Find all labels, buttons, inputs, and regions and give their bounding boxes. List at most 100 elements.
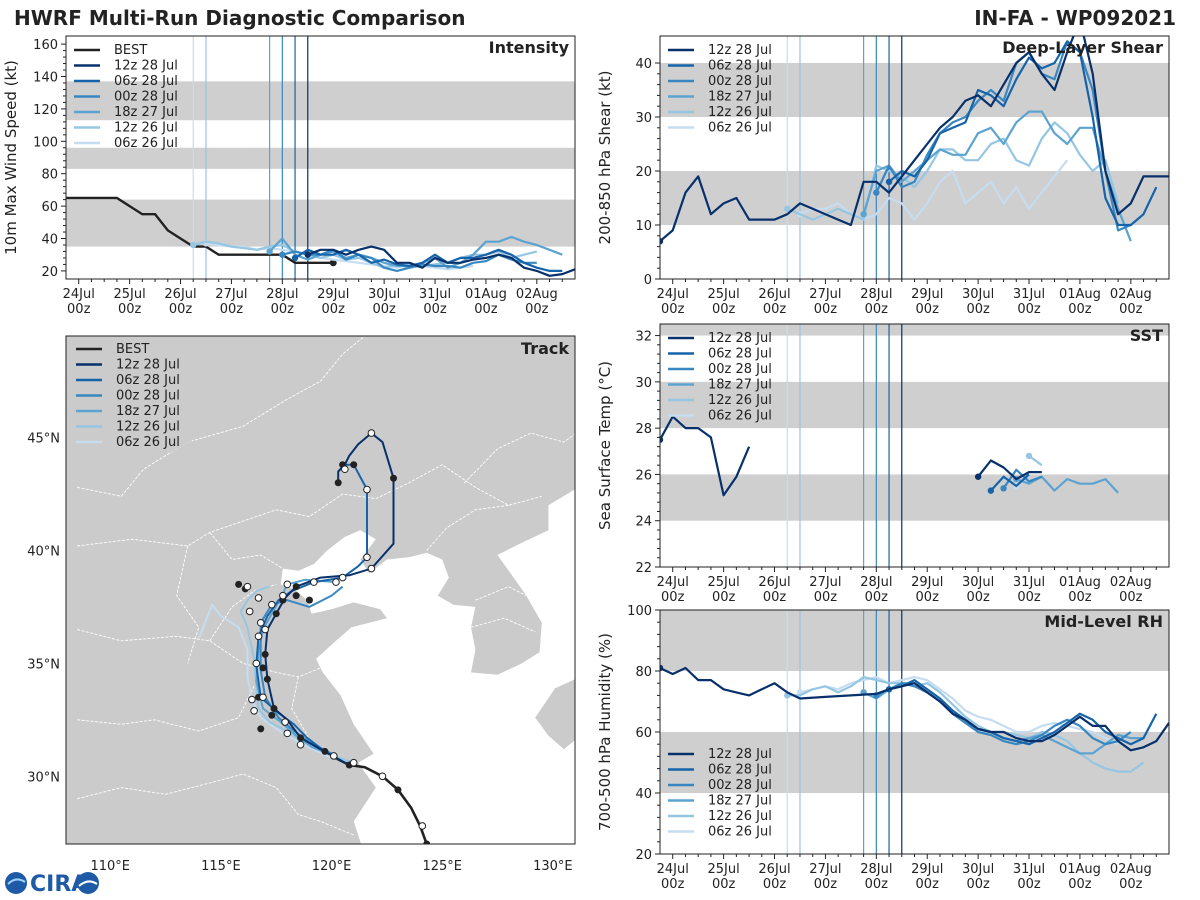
x-tick-hour: 00z bbox=[916, 302, 940, 317]
legend-label: 06z 26 Jul bbox=[708, 825, 772, 840]
series-group bbox=[660, 664, 1169, 773]
y-tick-label: 40 bbox=[41, 233, 58, 248]
y-tick-label: 24 bbox=[635, 515, 652, 530]
legend-label: 18z 27 Jul bbox=[708, 90, 772, 105]
x-tick-hour: 00z bbox=[661, 302, 685, 317]
storm-id: IN-FA - WP092021 bbox=[974, 6, 1176, 30]
legend-label: 12z 28 Jul bbox=[114, 59, 178, 74]
lon-tick-label: 120°E bbox=[312, 859, 352, 874]
track-marker-open bbox=[296, 740, 305, 749]
x-tick-day: 28Jul bbox=[860, 287, 892, 302]
rh-panel: 2040608010024Jul00z25Jul00z26Jul00z27Jul… bbox=[596, 604, 1170, 892]
track-line bbox=[264, 432, 395, 766]
x-tick-hour: 00z bbox=[1068, 302, 1092, 317]
y-tick-label: 20 bbox=[635, 165, 652, 180]
x-tick-day: 31Jul bbox=[1013, 862, 1045, 877]
x-tick-hour: 00z bbox=[220, 302, 244, 317]
province-border-9 bbox=[475, 586, 527, 601]
track-marker-open bbox=[367, 429, 376, 437]
x-tick-day: 02Aug bbox=[1110, 575, 1152, 590]
y-axis-label: 10m Max Wind Speed (kt) bbox=[2, 60, 20, 255]
legend-label: 06z 28 Jul bbox=[708, 347, 772, 362]
x-tick-hour: 00z bbox=[474, 302, 498, 317]
track-marker-filled bbox=[394, 786, 402, 794]
x-tick-day: 25Jul bbox=[708, 575, 740, 590]
x-tick-day: 24Jul bbox=[657, 287, 689, 302]
track-marker-filled bbox=[259, 664, 267, 672]
x-tick-hour: 00z bbox=[169, 302, 193, 317]
track-marker-filled bbox=[321, 747, 329, 755]
track-marker-open bbox=[268, 600, 276, 609]
x-tick-day: 30Jul bbox=[368, 287, 400, 302]
x-tick-hour: 00z bbox=[763, 877, 787, 892]
track-marker-filled bbox=[270, 705, 278, 713]
cira-logo: CIRA bbox=[5, 872, 99, 897]
y-tick-label: 100 bbox=[33, 135, 58, 150]
track-marker-open bbox=[259, 693, 267, 702]
y-tick-label: 100 bbox=[627, 604, 652, 619]
x-tick-hour: 00z bbox=[916, 877, 940, 892]
y-tick-label: 40 bbox=[635, 57, 652, 72]
legend-label: 06z 28 Jul bbox=[708, 59, 772, 74]
y-axis-label: Sea Surface Temp (°C) bbox=[596, 361, 614, 530]
x-tick-hour: 00z bbox=[814, 590, 838, 605]
x-tick-hour: 00z bbox=[1119, 590, 1143, 605]
province-border-0 bbox=[77, 336, 366, 497]
best-end-marker bbox=[329, 259, 337, 267]
province-border-11 bbox=[291, 676, 332, 755]
series-init-marker bbox=[266, 248, 273, 255]
track-panel: 110°E 115°E 120°E 125°E 130°E 30°N 35°N 40°N 45°… bbox=[27, 335, 576, 874]
track-marker-open bbox=[349, 758, 358, 767]
lat-tick-label: 40°N bbox=[27, 544, 60, 559]
x-tick-hour: 00z bbox=[661, 877, 685, 892]
x-tick-day: 27Jul bbox=[809, 575, 841, 590]
x-tick-day: 26Jul bbox=[758, 575, 790, 590]
track-marker-filled bbox=[334, 479, 342, 487]
x-tick-hour: 00z bbox=[763, 302, 787, 317]
track-marker-filled bbox=[292, 583, 300, 591]
series-line bbox=[660, 36, 1169, 243]
track-line bbox=[259, 585, 344, 755]
series-init-marker bbox=[291, 254, 299, 262]
x-tick-hour: 00z bbox=[865, 877, 889, 892]
x-tick-day: 27Jul bbox=[809, 287, 841, 302]
series-init-marker bbox=[660, 664, 664, 672]
y-tick-label: 10 bbox=[635, 219, 652, 234]
legend-label: 18z 27 Jul bbox=[708, 378, 772, 393]
map-frame bbox=[65, 335, 576, 845]
x-tick-day: 30Jul bbox=[962, 287, 994, 302]
band-2 bbox=[66, 81, 575, 121]
legend-label-best: BEST bbox=[116, 342, 149, 357]
series-line bbox=[862, 110, 1132, 242]
legend-label: 06z 28 Jul bbox=[116, 373, 180, 388]
track-marker-open bbox=[418, 822, 427, 830]
legend-label: 12z 26 Jul bbox=[116, 420, 180, 435]
x-tick-day: 25Jul bbox=[708, 287, 740, 302]
province-border-8 bbox=[426, 504, 509, 551]
legend-label: 12z 26 Jul bbox=[708, 809, 772, 824]
legend-label: 00z 28 Jul bbox=[708, 362, 772, 377]
x-tick-day: 29Jul bbox=[911, 862, 943, 877]
track-marker-filled bbox=[261, 650, 269, 658]
band-1 bbox=[660, 381, 1169, 429]
x-tick-day: 25Jul bbox=[708, 862, 740, 877]
track-marker-open bbox=[310, 578, 318, 586]
x-tick-hour: 00z bbox=[814, 877, 838, 892]
x-tick-day: 31Jul bbox=[1013, 287, 1045, 302]
series-line bbox=[875, 682, 1132, 746]
x-tick-hour: 00z bbox=[763, 590, 787, 605]
x-tick-day: 02Aug bbox=[516, 287, 558, 302]
shear-panel: 01020304024Jul00z25Jul00z26Jul00z27Jul00… bbox=[596, 35, 1170, 317]
y-tick-label: 20 bbox=[41, 265, 58, 280]
track-marker-open bbox=[283, 729, 292, 738]
series-init-marker bbox=[974, 473, 982, 480]
series-init-marker bbox=[885, 178, 893, 185]
sst-panel: 22242628303224Jul00z25Jul00z26Jul00z27Ju… bbox=[596, 323, 1170, 605]
band-1 bbox=[660, 610, 1169, 671]
track-marker-filled bbox=[423, 840, 431, 844]
x-tick-hour: 00z bbox=[1068, 877, 1092, 892]
y-tick-label: 80 bbox=[635, 665, 652, 680]
panel-title: SST bbox=[1130, 326, 1163, 345]
track-marker-open bbox=[256, 618, 265, 627]
